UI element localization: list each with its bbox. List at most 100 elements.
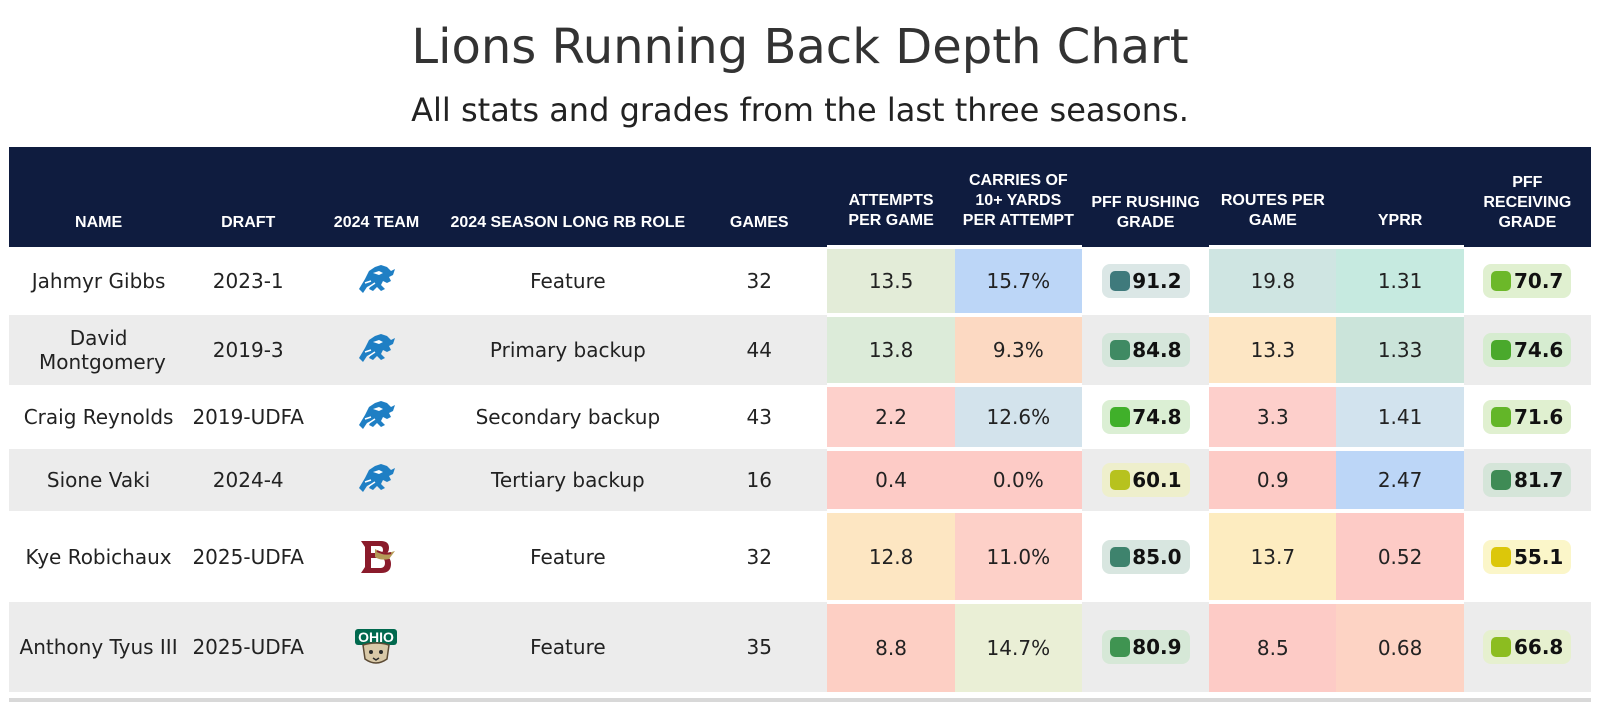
carries10-value: 12.6% xyxy=(954,383,1082,449)
table-row[interactable]: Craig Reynolds 2019-UDFA Secondary backup 4… xyxy=(9,383,1591,449)
draft-value: 2025-UDFA xyxy=(192,544,304,569)
receiving-grade-cell: 55.1 xyxy=(1464,511,1591,602)
yprr-value: 1.31 xyxy=(1336,245,1464,315)
col-header-role[interactable]: 2024 SEASON LONG RB ROLE xyxy=(450,214,686,231)
receiving-grade-badge: 81.7 xyxy=(1483,463,1572,497)
player-name: Kye Robichaux xyxy=(25,544,172,569)
carries10-value: 0.0% xyxy=(954,447,1082,511)
lions-logo-icon xyxy=(351,265,401,293)
receiving-grade-value: 55.1 xyxy=(1513,544,1564,569)
receiving-grade-cell: 66.8 xyxy=(1464,602,1591,692)
carries10-value: 14.7% xyxy=(954,600,1082,692)
depth-chart-table: NAME DRAFT 2024 TEAM 2024 SEASON LONG RB… xyxy=(9,147,1591,692)
rushing-grade-badge: 84.8 xyxy=(1101,333,1190,367)
lions-logo-icon xyxy=(351,401,401,429)
draft-value: 2023-1 xyxy=(212,269,284,293)
games-value: 32 xyxy=(746,269,772,293)
rushing-grade-badge: 60.1 xyxy=(1101,463,1190,497)
receiving-grade-badge: 71.6 xyxy=(1483,400,1572,434)
grade-swatch-icon xyxy=(1109,546,1130,567)
receiving-grade-value: 74.6 xyxy=(1513,338,1564,362)
player-name: Craig Reynolds xyxy=(23,405,174,429)
col-header-draft[interactable]: DRAFT xyxy=(221,214,276,231)
routes-value: 8.5 xyxy=(1209,600,1337,692)
receiving-grade-badge: 66.8 xyxy=(1483,630,1572,664)
col-header-yprr[interactable]: YPRR xyxy=(1377,212,1423,229)
col-header-routes[interactable]: ROUTES PER GAME xyxy=(1220,192,1325,229)
receiving-grade-cell: 71.6 xyxy=(1464,385,1591,449)
col-header-games[interactable]: GAMES xyxy=(729,214,789,231)
yprr-value: 0.68 xyxy=(1336,600,1464,692)
grade-swatch-icon xyxy=(1491,271,1512,291)
yprr-value: 1.41 xyxy=(1336,383,1464,449)
team-logo-cell xyxy=(308,449,444,511)
role-value: Secondary backup xyxy=(475,405,661,429)
grade-swatch-icon xyxy=(1491,340,1512,360)
rushing-grade-cell: 91.2 xyxy=(1082,247,1209,315)
routes-value: 13.3 xyxy=(1209,313,1337,385)
rushing-grade-value: 85.0 xyxy=(1132,544,1182,569)
role-value: Feature xyxy=(530,544,606,569)
rushing-grade-badge: 74.8 xyxy=(1101,400,1190,434)
grade-swatch-icon xyxy=(1491,407,1512,427)
yprr-value: 0.52 xyxy=(1336,509,1464,602)
receiving-grade-cell: 70.7 xyxy=(1464,247,1591,315)
grade-swatch-icon xyxy=(1491,546,1512,567)
receiving-grade-value: 70.7 xyxy=(1513,269,1564,293)
rushing-grade-value: 74.8 xyxy=(1132,405,1182,429)
role-value: Feature xyxy=(530,269,606,293)
attempts-value: 0.4 xyxy=(827,447,955,511)
grade-swatch-icon xyxy=(1109,271,1130,291)
receiving-grade-value: 71.6 xyxy=(1513,405,1564,429)
carries10-value: 9.3% xyxy=(954,313,1082,385)
team-logo-cell xyxy=(308,511,444,602)
rushing-grade-badge: 85.0 xyxy=(1101,539,1190,574)
grade-swatch-icon xyxy=(1109,407,1130,427)
col-header-team[interactable]: 2024 TEAM xyxy=(333,214,420,231)
rushing-grade-value: 80.9 xyxy=(1132,635,1182,659)
table-row[interactable]: David Montgomery 2019-3 Primary backup 44 13… xyxy=(9,313,1591,385)
draft-value: 2019-UDFA xyxy=(192,405,304,429)
receiving-grade-badge: 55.1 xyxy=(1483,539,1572,574)
table-row[interactable]: Anthony Tyus III 2025-UDFA OHIO Feature 35 8.… xyxy=(9,600,1591,692)
role-value: Tertiary backup xyxy=(491,468,645,492)
player-name: Sione Vaki xyxy=(46,468,151,492)
team-logo-cell xyxy=(308,385,444,449)
draft-value: 2025-UDFA xyxy=(192,635,304,659)
header-row: NAME DRAFT 2024 TEAM 2024 SEASON LONG RB… xyxy=(9,147,1591,247)
games-value: 44 xyxy=(746,338,772,362)
col-header-attempts[interactable]: ATTEMPTS PER GAME xyxy=(848,192,934,229)
table-row[interactable]: Jahmyr Gibbs 2023-1 Feature 32 13.5 15.7% 91.2… xyxy=(9,245,1591,315)
games-value: 35 xyxy=(746,635,772,659)
col-header-name[interactable]: NAME xyxy=(75,214,123,231)
grade-swatch-icon xyxy=(1491,470,1512,490)
grade-swatch-icon xyxy=(1109,340,1130,360)
receiving-grade-badge: 70.7 xyxy=(1483,264,1572,298)
attempts-value: 13.8 xyxy=(827,313,955,385)
attempts-value: 12.8 xyxy=(827,509,955,602)
games-value: 43 xyxy=(746,405,772,429)
draft-value: 2019-3 xyxy=(212,338,284,362)
receiving-grade-cell: 81.7 xyxy=(1464,449,1591,511)
col-header-rushing-grade[interactable]: PFF RUSHING GRADE xyxy=(1091,194,1200,231)
yprr-value: 2.47 xyxy=(1336,447,1464,511)
col-header-carries10[interactable]: CARRIES OF 10+ YARDS PER ATTEMPT xyxy=(962,172,1074,229)
grade-swatch-icon xyxy=(1109,637,1130,657)
attempts-value: 2.2 xyxy=(827,383,955,449)
rushing-grade-cell: 80.9 xyxy=(1082,602,1209,692)
col-header-receiving-grade[interactable]: PFF RECEIVING GRADE xyxy=(1483,174,1572,231)
routes-value: 13.7 xyxy=(1209,509,1337,602)
receiving-grade-cell: 74.6 xyxy=(1464,315,1591,385)
grade-swatch-icon xyxy=(1491,637,1512,657)
table-row[interactable]: Sione Vaki 2024-4 Tertiary backup 16 0.4 0.0%… xyxy=(9,447,1591,511)
player-name: Jahmyr Gibbs xyxy=(31,269,166,293)
attempts-value: 8.8 xyxy=(827,600,955,692)
grade-swatch-icon xyxy=(1109,470,1130,490)
player-name: Anthony Tyus III xyxy=(19,635,178,659)
draft-value: 2024-4 xyxy=(212,468,284,492)
boston-college-logo-icon xyxy=(351,540,401,573)
receiving-grade-badge: 74.6 xyxy=(1483,333,1572,367)
receiving-grade-value: 81.7 xyxy=(1513,468,1564,492)
table-row[interactable]: Kye Robichaux 2025-UDFA Feature 32 12.8 11.0%… xyxy=(9,509,1591,602)
receiving-grade-value: 66.8 xyxy=(1513,635,1564,659)
